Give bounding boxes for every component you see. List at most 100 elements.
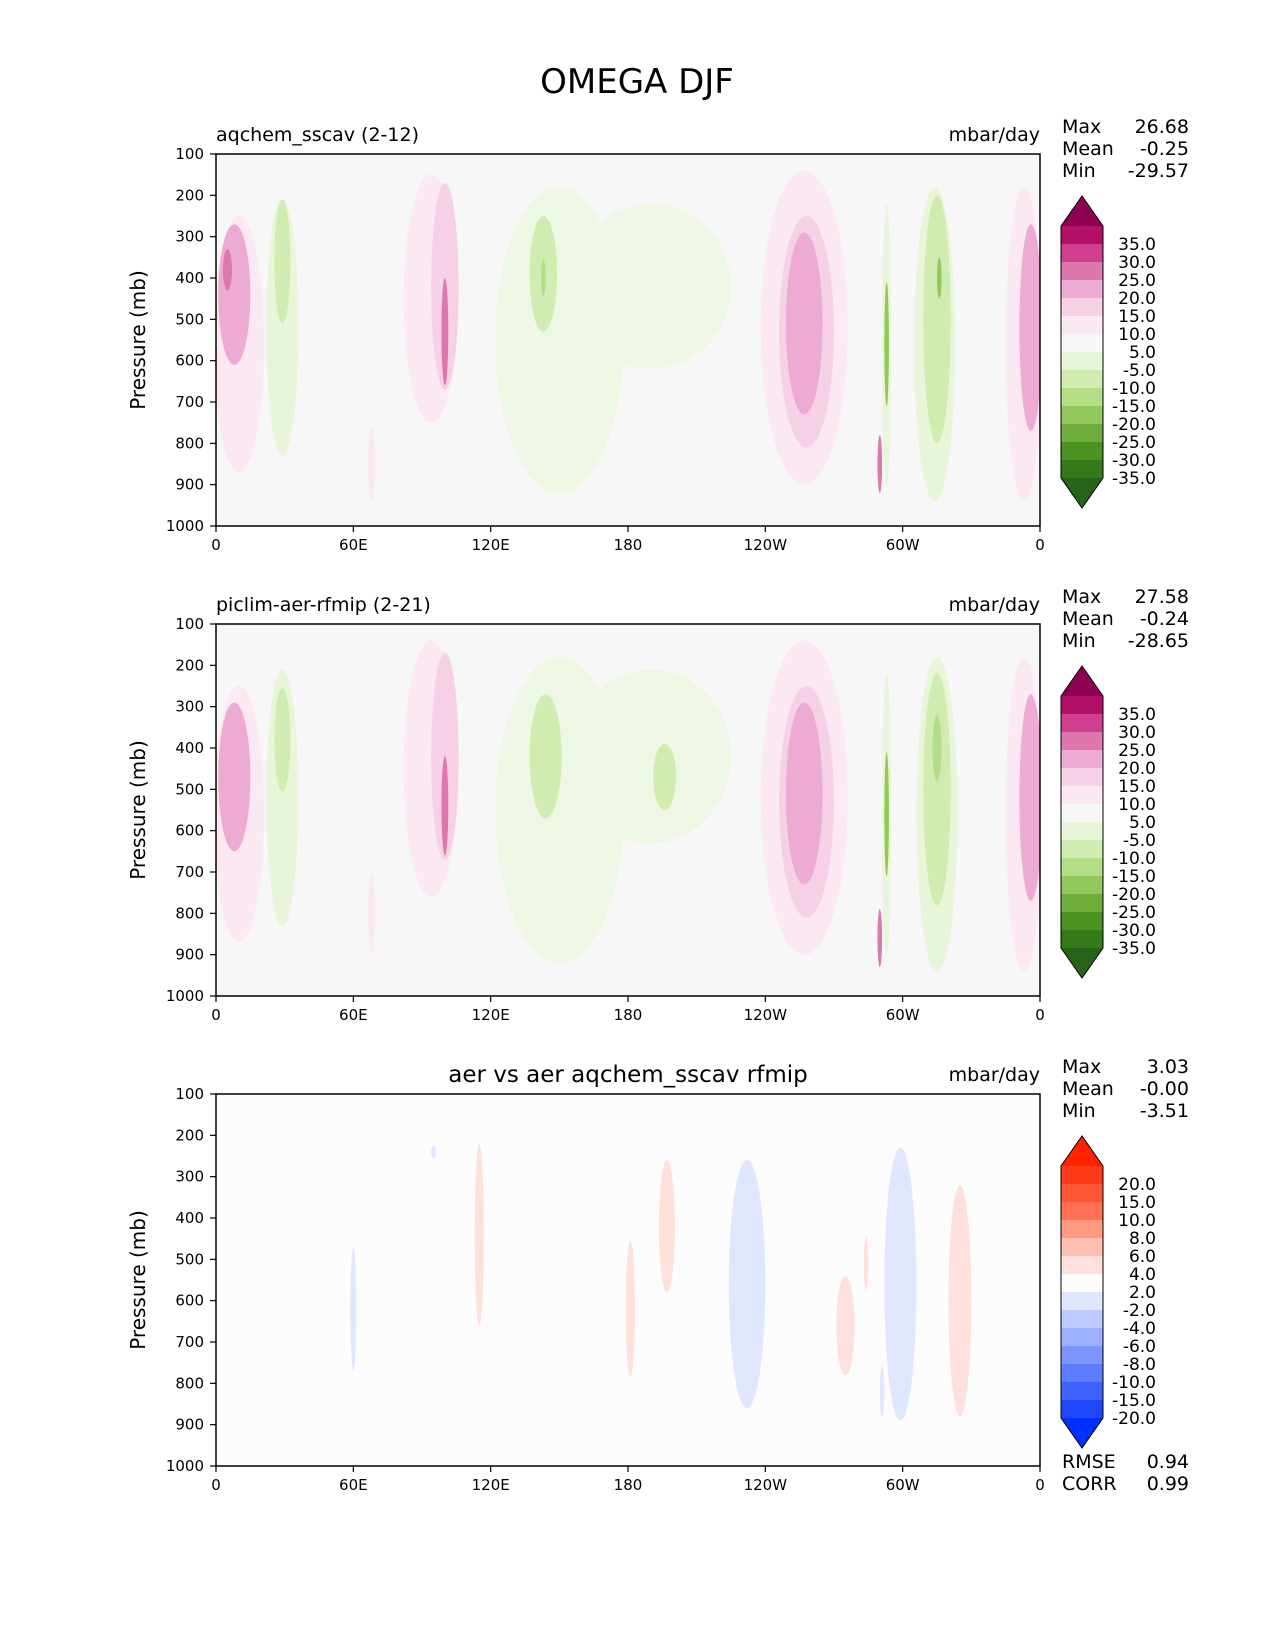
x-tick-label: 60E: [339, 536, 368, 554]
contour-region: [266, 199, 299, 456]
units-label: mbar/day: [949, 594, 1040, 616]
y-tick-label: 200: [175, 186, 204, 204]
y-tick-label: 500: [175, 310, 204, 328]
colorbar-band: [1061, 460, 1103, 478]
contour-region: [879, 1366, 885, 1417]
colorbar-label: 10.0: [1118, 325, 1156, 345]
y-axis-label: Pressure (mb): [126, 270, 150, 410]
stat-label: Mean: [1062, 608, 1114, 630]
colorbar-label: 20.0: [1118, 1175, 1156, 1195]
colorbar-label: -10.0: [1112, 849, 1156, 869]
y-tick-label: 600: [175, 822, 204, 840]
colorbar-label: 25.0: [1118, 741, 1156, 761]
colorbar-label: 15.0: [1118, 777, 1156, 797]
x-tick-label: 60W: [886, 536, 920, 554]
colorbar-band: [1061, 1364, 1103, 1382]
contour-region: [222, 249, 233, 291]
contour-region: [785, 702, 823, 885]
colorbar-label: -35.0: [1112, 469, 1156, 489]
y-tick-label: 600: [175, 352, 204, 370]
x-tick-label: 120W: [744, 1476, 788, 1494]
y-tick-label: 100: [175, 1085, 204, 1103]
panel-title: aer vs aer aqchem_sscav rfmip: [448, 1062, 807, 1088]
colorbar-band: [1061, 696, 1103, 714]
colorbar-label: 30.0: [1118, 723, 1156, 743]
colorbar-band: [1061, 1310, 1103, 1328]
colorbar-label: -5.0: [1123, 831, 1156, 851]
stat-value: -29.57: [1128, 160, 1189, 182]
colorbar-band: [1061, 1166, 1103, 1184]
y-tick-label: 300: [175, 1168, 204, 1186]
contour-region: [441, 756, 449, 856]
colorbar-band: [1061, 1202, 1103, 1220]
colorbar-band: [1061, 334, 1103, 352]
colorbar-band: [1061, 1256, 1103, 1274]
x-tick-label: 120W: [744, 1006, 788, 1024]
x-tick-label: 120E: [472, 536, 510, 554]
contour-region: [350, 1246, 357, 1371]
colorbar-label: -4.0: [1123, 1319, 1156, 1339]
colorbar-extend-top: [1061, 196, 1103, 226]
y-tick-label: 600: [175, 1292, 204, 1310]
y-tick-label: 100: [175, 145, 204, 163]
stat-value: -0.24: [1140, 608, 1189, 630]
colorbar-band: [1061, 786, 1103, 804]
colorbar-label: -35.0: [1112, 939, 1156, 959]
stat-value: 3.03: [1147, 1056, 1189, 1078]
y-tick-label: 500: [175, 1250, 204, 1268]
y-tick-label: 500: [175, 780, 204, 798]
contour-region: [884, 1147, 917, 1421]
x-tick-label: 180: [614, 1006, 643, 1024]
colorbar-label: -20.0: [1112, 1409, 1156, 1429]
contour-region: [932, 714, 942, 782]
colorbar-band: [1061, 714, 1103, 732]
colorbar-band: [1061, 1184, 1103, 1202]
contour-region: [218, 224, 251, 365]
y-tick-label: 1000: [166, 517, 204, 535]
colorbar-label: 10.0: [1118, 795, 1156, 815]
stat-label: Max: [1062, 586, 1101, 608]
colorbar-band: [1061, 876, 1103, 894]
x-tick-label: 0: [211, 1476, 221, 1494]
colorbar-extend-top: [1061, 666, 1103, 696]
colorbar-band: [1061, 352, 1103, 370]
contour-region: [266, 669, 299, 926]
y-tick-label: 400: [175, 739, 204, 757]
colorbar-band: [1061, 1238, 1103, 1256]
colorbar-band: [1061, 316, 1103, 334]
y-tick-label: 800: [175, 1374, 204, 1392]
contour-region: [884, 282, 889, 407]
y-tick-label: 700: [175, 1333, 204, 1351]
stat-value: 0.94: [1147, 1451, 1189, 1473]
chart-panel-3: 100 200 300 400 500 600 700 800 900 1000 0 60E 120E 1…: [126, 1056, 1189, 1495]
units-label: mbar/day: [949, 124, 1040, 146]
stat-value: 0.99: [1147, 1473, 1189, 1495]
colorbar-band: [1061, 370, 1103, 388]
colorbar-label: -10.0: [1112, 1373, 1156, 1393]
x-tick-label: 180: [614, 536, 643, 554]
stat-label: Min: [1062, 630, 1096, 652]
contour-region: [877, 909, 883, 968]
stat-label: Min: [1062, 1100, 1096, 1122]
panel-title: aqchem_sscav (2-12): [216, 124, 419, 146]
stat-value: 26.68: [1135, 116, 1189, 138]
stat-value: -28.65: [1128, 630, 1189, 652]
colorbar-extend-top: [1061, 1136, 1103, 1166]
stat-label: Mean: [1062, 1078, 1114, 1100]
y-tick-label: 300: [175, 698, 204, 716]
contour-region: [923, 195, 951, 444]
y-tick-label: 400: [175, 269, 204, 287]
contour-region: [836, 1275, 855, 1376]
colorbar-label: -8.0: [1123, 1355, 1156, 1375]
colorbar-label: 6.0: [1129, 1247, 1156, 1267]
colorbar-label: -30.0: [1112, 451, 1156, 471]
colorbar-band: [1061, 1346, 1103, 1364]
colorbar-band: [1061, 840, 1103, 858]
x-tick-label: 0: [211, 1006, 221, 1024]
colorbar-band: [1061, 1292, 1103, 1310]
x-tick-label: 60E: [339, 1476, 368, 1494]
y-tick-label: 900: [175, 946, 204, 964]
x-tick-label: 60E: [339, 1006, 368, 1024]
